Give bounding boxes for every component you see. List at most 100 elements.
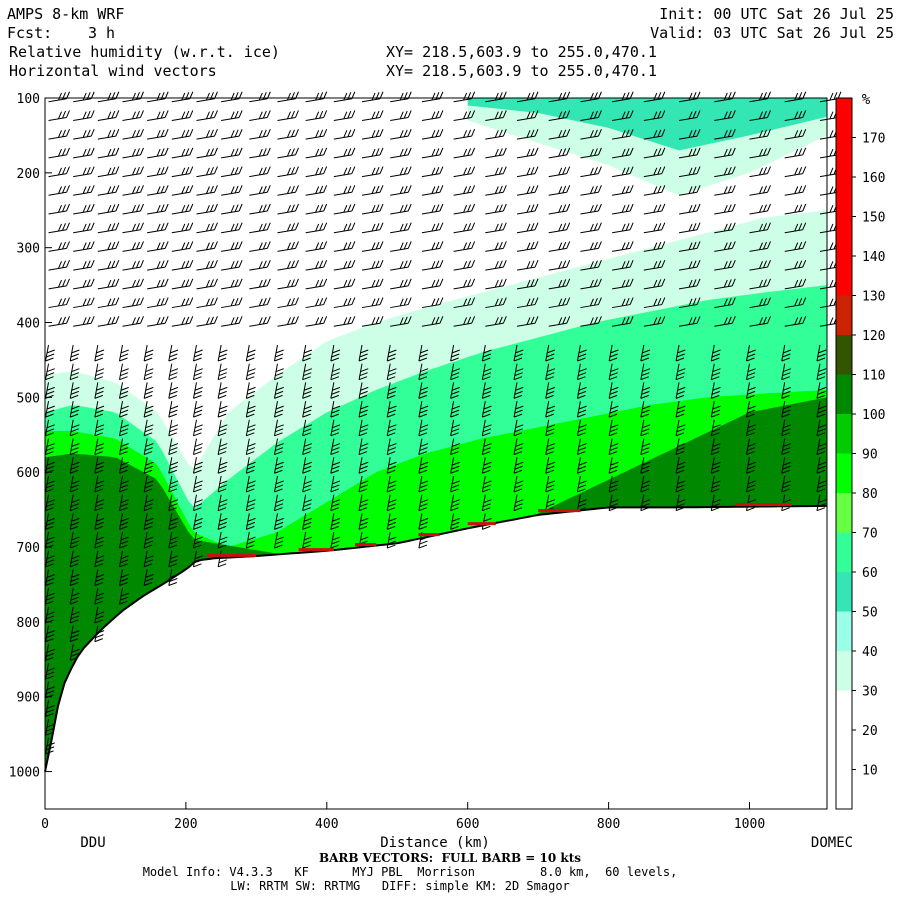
wind-barb xyxy=(784,297,807,309)
wind-barb xyxy=(453,222,476,234)
wind-barb xyxy=(678,110,701,121)
wind-barb xyxy=(608,419,619,437)
wind-barb xyxy=(192,475,203,493)
wind-barb xyxy=(192,382,203,399)
wind-barb xyxy=(453,166,476,178)
colorbar-swatch-150 xyxy=(836,177,852,217)
wind-barb xyxy=(361,91,384,103)
wind-barb xyxy=(273,457,284,474)
wind-barb xyxy=(221,166,243,178)
wind-barb xyxy=(749,147,771,159)
wind-barb xyxy=(516,147,539,159)
wind-barb xyxy=(273,382,284,399)
wind-barb xyxy=(168,550,179,568)
wind-barb xyxy=(69,457,80,474)
wind-barb xyxy=(249,203,271,215)
wind-barb xyxy=(640,475,651,493)
wind-barb xyxy=(192,513,203,530)
colorbar-tick-label: 70 xyxy=(862,527,878,542)
wind-barb xyxy=(245,438,256,455)
wind-barb xyxy=(548,278,571,290)
wind-barb xyxy=(122,222,144,234)
wind-barb xyxy=(710,382,721,399)
wind-barb xyxy=(450,363,460,381)
wind-barb xyxy=(69,475,80,493)
wind-barb xyxy=(143,438,154,455)
wind-barb xyxy=(97,278,120,290)
wind-barb xyxy=(421,278,444,290)
wind-barb xyxy=(781,438,792,455)
wind-barb xyxy=(277,297,299,309)
wind-barb xyxy=(245,363,256,381)
wind-barb xyxy=(643,185,666,196)
wind-barb xyxy=(418,344,429,362)
colorbar-swatch-10 xyxy=(836,730,852,770)
wind-barb xyxy=(361,241,384,252)
wind-barb xyxy=(485,185,507,196)
wind-barb xyxy=(386,438,397,455)
wind-barb xyxy=(69,531,80,549)
wind-barb xyxy=(147,316,169,327)
wind-barb xyxy=(305,259,328,271)
wind-barb xyxy=(548,203,571,215)
wind-barb xyxy=(97,166,120,178)
wind-barb xyxy=(192,494,203,512)
wind-barb xyxy=(749,222,771,234)
y-tick-label: 800 xyxy=(17,616,40,631)
wind-barb xyxy=(69,588,80,605)
wind-barb xyxy=(305,241,328,252)
colorbar-tick-label: 170 xyxy=(862,132,885,147)
wind-barb xyxy=(122,203,144,215)
wind-barb xyxy=(816,382,827,399)
wind-barb xyxy=(516,110,539,121)
wind-barb xyxy=(192,401,203,418)
wind-barb xyxy=(122,278,144,290)
wind-barb xyxy=(196,166,218,178)
colorbar-swatch-130 xyxy=(836,256,852,296)
endpoint-left-label: DDU xyxy=(80,835,105,851)
wind-barb xyxy=(305,222,328,234)
x-tick-label: 600 xyxy=(456,817,479,832)
wind-barb xyxy=(453,185,476,196)
wind-barb xyxy=(305,91,328,103)
wind-barb xyxy=(749,241,771,252)
wind-barb xyxy=(714,259,736,271)
wind-barb xyxy=(245,419,256,437)
wind-barb xyxy=(217,363,228,381)
wind-barb xyxy=(302,494,313,512)
wind-barb xyxy=(784,203,807,215)
wind-barb xyxy=(390,259,412,271)
wind-barb xyxy=(749,297,771,309)
wind-barb xyxy=(94,475,105,493)
wind-barb xyxy=(361,203,384,215)
wind-barb xyxy=(643,147,666,159)
wind-barb xyxy=(302,344,313,362)
wind-barb xyxy=(330,513,341,530)
wind-barb xyxy=(73,259,95,271)
wind-barb xyxy=(192,457,203,474)
wind-barb xyxy=(94,550,105,568)
wind-barb xyxy=(249,278,271,290)
wind-barb xyxy=(816,344,827,362)
wind-barb xyxy=(196,147,218,159)
wind-barb xyxy=(513,438,524,455)
wind-barb xyxy=(305,316,328,327)
wind-barb xyxy=(45,700,55,717)
wind-barb xyxy=(545,438,556,455)
wind-barb xyxy=(513,382,524,399)
wind-barb xyxy=(358,438,369,455)
wind-barb xyxy=(746,457,756,474)
wind-barb xyxy=(97,91,120,103)
wind-barb xyxy=(97,147,120,159)
wind-barb xyxy=(481,344,492,362)
wind-barb xyxy=(122,110,144,121)
wind-barb xyxy=(302,457,313,474)
colorbar-swatch-120 xyxy=(836,295,852,335)
wind-barb xyxy=(273,344,284,362)
wind-barb xyxy=(361,297,384,309)
wind-barb xyxy=(386,531,397,549)
wind-barb xyxy=(143,494,154,512)
wind-barb xyxy=(545,457,556,474)
wind-barb xyxy=(330,419,341,437)
wind-barb xyxy=(330,363,341,381)
